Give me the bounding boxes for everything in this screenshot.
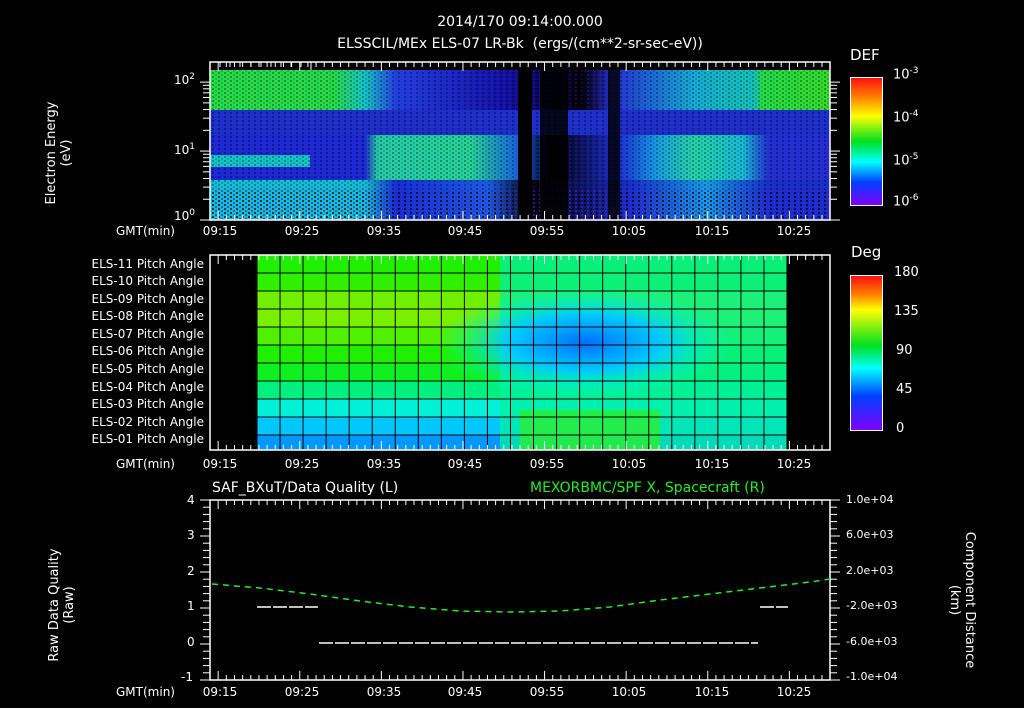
colorbar2-title: Deg — [851, 243, 882, 261]
panel1-gmt-label: GMT(min) — [116, 224, 175, 238]
data-quality-series — [257, 606, 788, 644]
colorbar1-tick: 10-6 — [893, 193, 919, 210]
pitch-angle-grid — [209, 254, 831, 451]
colorbar-deg — [850, 275, 883, 431]
plot-subtitle: ELSSCIL/MEx ELS-07 LR-Bk (ergs/(cm**2-sr… — [337, 36, 703, 52]
colorbar1-title: DEF — [850, 46, 880, 64]
panel1-ytick-1: 100 — [174, 208, 196, 223]
spf-x-series — [211, 578, 831, 613]
panel3-left-ylabel: Raw Data Quality (Raw) — [47, 548, 77, 662]
panel1-ylabel: Electron Energy (eV) — [44, 101, 74, 205]
data-quality-line-plot — [200, 499, 840, 681]
panel1-ytick-10: 101 — [174, 142, 196, 157]
colorbar2-tick: 90 — [896, 343, 913, 358]
colorbar2-tick: 45 — [896, 382, 913, 397]
colorbar1-tick: 10-3 — [893, 66, 919, 83]
colorbar2-tick: 135 — [894, 304, 919, 319]
plot-timestamp: 2014/170 09:14:00.000 — [437, 14, 603, 30]
panel3-right-title: MEXORBMC/SPF X, Spacecraft (R) — [530, 480, 765, 496]
colorbar-def — [850, 77, 883, 206]
colorbar2-tick: 0 — [896, 421, 905, 436]
colorbar1-tick: 10-4 — [893, 109, 919, 126]
panel2-gmt-label: GMT(min) — [116, 457, 175, 471]
panel3-left-title: SAF_BXuT/Data Quality (L) — [212, 480, 399, 496]
panel1-ytick-100: 102 — [174, 72, 196, 87]
panel3-right-ylabel: Component Distance (km) — [947, 531, 977, 669]
spectrogram-plot — [200, 61, 840, 221]
colorbar2-tick: 180 — [894, 265, 919, 280]
colorbar1-tick: 10-5 — [893, 152, 919, 169]
panel3-gmt-label: GMT(min) — [116, 685, 175, 699]
